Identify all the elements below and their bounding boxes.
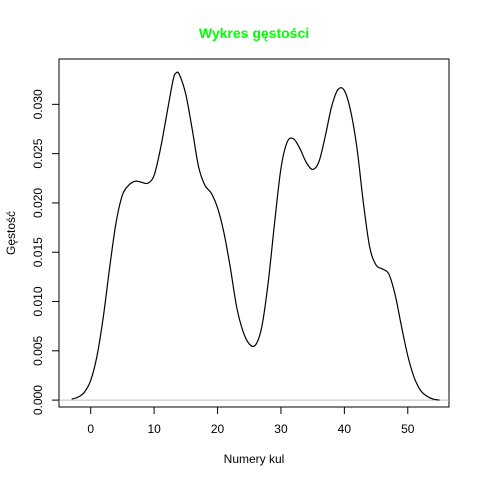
x-axis-label: Numery kul — [224, 452, 285, 466]
y-axis: 0.000 0.005 0.010 0.015 0.020 0.025 0.030 — [31, 89, 60, 415]
x-tick-label: 30 — [274, 422, 288, 436]
x-tick-label: 40 — [338, 422, 352, 436]
x-tick-label: 20 — [211, 422, 225, 436]
x-tick-label: 50 — [401, 422, 415, 436]
y-tick-label: 0.000 — [31, 385, 45, 415]
y-tick-label: 0.025 — [31, 138, 45, 168]
y-tick-label: 0.030 — [31, 89, 45, 119]
density-series-line — [71, 71, 440, 401]
y-tick-label: 0.005 — [31, 335, 45, 365]
y-tick-label: 0.010 — [31, 286, 45, 316]
x-axis: 0 10 20 30 40 50 — [87, 406, 415, 436]
y-axis-label: Gęstość — [4, 211, 18, 255]
chart-title: Wykres gęstości — [199, 25, 309, 41]
x-tick-label: 0 — [87, 422, 94, 436]
y-tick-label: 0.015 — [31, 237, 45, 267]
x-tick-label: 10 — [147, 422, 161, 436]
y-tick-label: 0.020 — [31, 188, 45, 218]
